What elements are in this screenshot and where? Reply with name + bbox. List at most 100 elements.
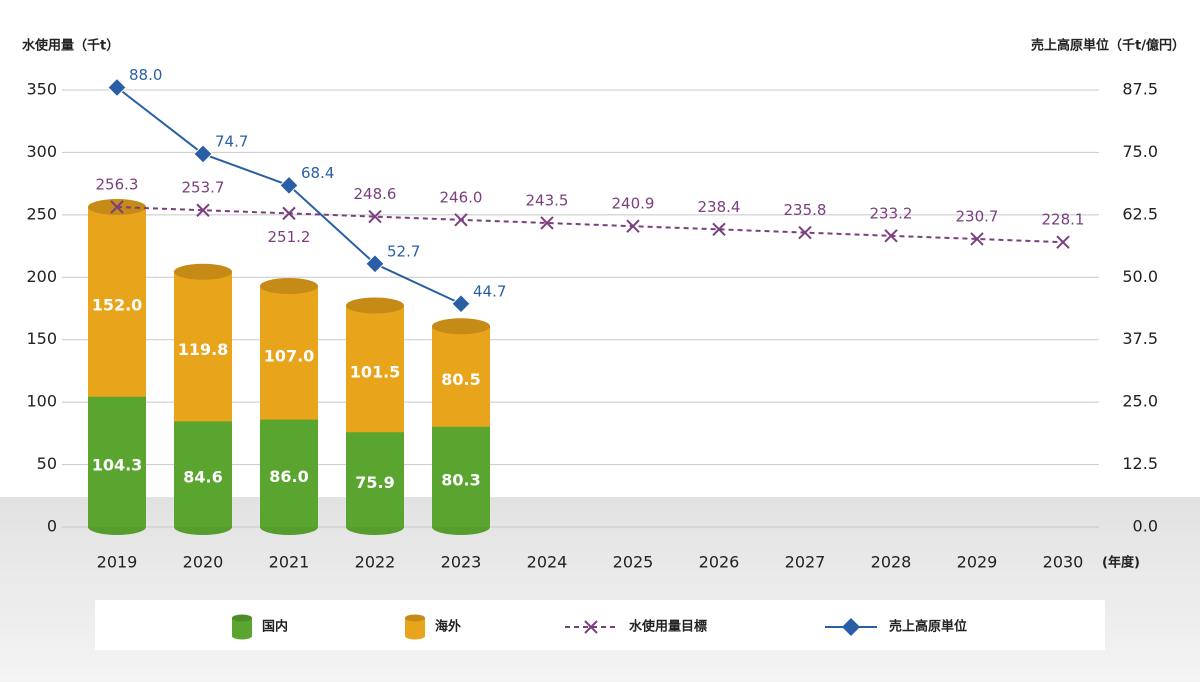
x-marker	[626, 219, 640, 233]
legend-swatch-top	[405, 614, 425, 622]
x-tick-label: 2023	[441, 553, 482, 572]
bar-top	[174, 263, 232, 280]
y-tick-label: 50	[37, 454, 57, 473]
bar-label: 84.6	[183, 468, 222, 487]
bar-label: 107.0	[264, 346, 315, 365]
y2-tick-label: 87.5	[1122, 80, 1158, 99]
bar-segment	[432, 326, 490, 427]
point-label: 88.0	[129, 66, 162, 84]
y-tick-label: 300	[26, 142, 57, 161]
legend-swatch-base	[232, 632, 252, 640]
x-marker	[1056, 235, 1070, 249]
bar-label: 75.9	[355, 473, 394, 492]
y-tick-label: 200	[26, 267, 57, 286]
bar-label: 86.0	[269, 467, 308, 486]
x-marker	[110, 200, 124, 214]
x-tick-label: 2027	[785, 553, 826, 572]
bar-segment	[260, 286, 318, 420]
point-label: 246.0	[440, 188, 483, 206]
bar-segment	[88, 206, 146, 397]
legend-text: 海外	[435, 619, 461, 635]
series-line	[116, 205, 1064, 244]
y2-tick-label: 50.0	[1122, 267, 1158, 286]
legend-swatch	[405, 618, 425, 636]
legend-text: 水使用量目標	[629, 619, 707, 635]
bar-segment	[346, 305, 404, 433]
legend-swatch-base	[405, 632, 425, 640]
x-marker	[540, 216, 554, 230]
diamond-marker	[365, 254, 385, 274]
diamond-marker	[279, 175, 299, 196]
y2-tick-label: 37.5	[1122, 329, 1158, 348]
bar-segment	[88, 396, 146, 527]
y-tick-label: 0	[47, 517, 57, 536]
bar-segment	[260, 419, 318, 527]
point-label: 251.2	[268, 228, 311, 246]
x-tick-label: 2026	[699, 553, 740, 572]
x-tick-label: 2019	[97, 553, 138, 572]
point-label: 52.7	[387, 242, 420, 260]
y-tick-label: 350	[26, 80, 57, 99]
y2-tick-label: 75.0	[1122, 142, 1158, 161]
point-label: 74.7	[215, 132, 248, 150]
point-label: 253.7	[182, 179, 225, 197]
x-marker	[798, 225, 812, 240]
x-tick-label: 2028	[871, 553, 912, 572]
legend-marker	[584, 620, 598, 634]
y2-tick-label: 12.5	[1122, 454, 1158, 473]
diamond-marker	[451, 294, 471, 314]
x-tick-label: 2030	[1043, 553, 1084, 572]
x-tick-label: 2021	[269, 553, 310, 572]
bar-label: 152.0	[92, 295, 143, 314]
bar-top	[346, 297, 404, 314]
point-label: 240.9	[612, 195, 655, 213]
point-label: 233.2	[870, 204, 913, 222]
y-tick-label: 100	[26, 392, 57, 411]
x-marker	[282, 206, 296, 221]
bar-label: 101.5	[350, 362, 401, 381]
point-label: 243.5	[526, 191, 569, 209]
bar-segment	[174, 271, 232, 422]
y-tick-label: 250	[26, 204, 57, 223]
x-marker	[884, 229, 898, 243]
x-marker	[970, 232, 984, 246]
bar-segment	[174, 421, 232, 527]
legend-swatch-top	[232, 614, 252, 622]
x-unit: (年度)	[1102, 555, 1140, 571]
y2-axis-title: 売上高原単位（千t/億円）	[1031, 38, 1185, 54]
legend-swatch	[232, 618, 252, 636]
x-tick-label: 2025	[613, 553, 654, 572]
y2-tick-label: 0.0	[1133, 517, 1158, 536]
legend-marker	[842, 618, 860, 636]
bar-label: 104.3	[92, 455, 143, 474]
diamond-marker	[107, 77, 127, 98]
x-tick-label: 2024	[527, 553, 568, 572]
bar-label: 80.5	[441, 370, 480, 389]
y-tick-label: 150	[26, 329, 57, 348]
bar-top	[432, 318, 490, 335]
point-label: 230.7	[956, 207, 999, 225]
x-marker	[454, 213, 468, 227]
bar-segment	[346, 432, 404, 527]
point-label: 68.4	[301, 164, 334, 182]
x-marker	[196, 203, 210, 217]
x-marker	[368, 209, 382, 224]
point-label: 228.1	[1042, 211, 1085, 229]
x-tick-label: 2020	[183, 553, 224, 572]
y2-tick-label: 62.5	[1122, 204, 1158, 223]
bar-segment	[432, 426, 490, 527]
point-label: 238.4	[698, 198, 741, 216]
bar-label: 119.8	[178, 340, 229, 359]
point-label: 44.7	[473, 282, 506, 300]
point-label: 235.8	[784, 201, 827, 219]
bar-top	[260, 278, 318, 295]
legend-text: 売上高原単位	[889, 619, 967, 635]
legend-box	[95, 600, 1105, 650]
diamond-marker	[193, 144, 213, 164]
x-tick-label: 2029	[957, 553, 998, 572]
point-label: 256.3	[96, 175, 139, 193]
bar-label: 80.3	[441, 470, 480, 489]
point-label: 248.6	[354, 185, 397, 203]
y2-tick-label: 25.0	[1122, 392, 1158, 411]
